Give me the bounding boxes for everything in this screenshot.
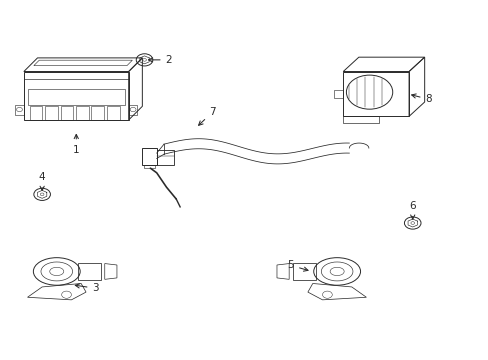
Bar: [45, 106, 58, 120]
Bar: [15, 104, 24, 114]
Bar: [157, 149, 174, 165]
Bar: [143, 165, 155, 168]
Bar: [28, 89, 124, 104]
Bar: [128, 104, 137, 114]
Bar: [343, 72, 408, 116]
Text: 8: 8: [411, 94, 431, 104]
Text: 5: 5: [287, 260, 307, 271]
Bar: [61, 106, 73, 120]
Text: 3: 3: [75, 283, 99, 293]
Text: 2: 2: [148, 55, 172, 65]
Text: 1: 1: [73, 134, 80, 154]
Text: 6: 6: [408, 201, 415, 219]
Bar: [91, 106, 104, 120]
Bar: [343, 116, 379, 123]
Text: 4: 4: [39, 172, 45, 190]
Bar: [76, 106, 88, 120]
Text: 7: 7: [198, 107, 216, 125]
Bar: [107, 106, 120, 120]
Bar: [24, 72, 128, 120]
Bar: [142, 148, 157, 165]
Bar: [30, 106, 42, 120]
